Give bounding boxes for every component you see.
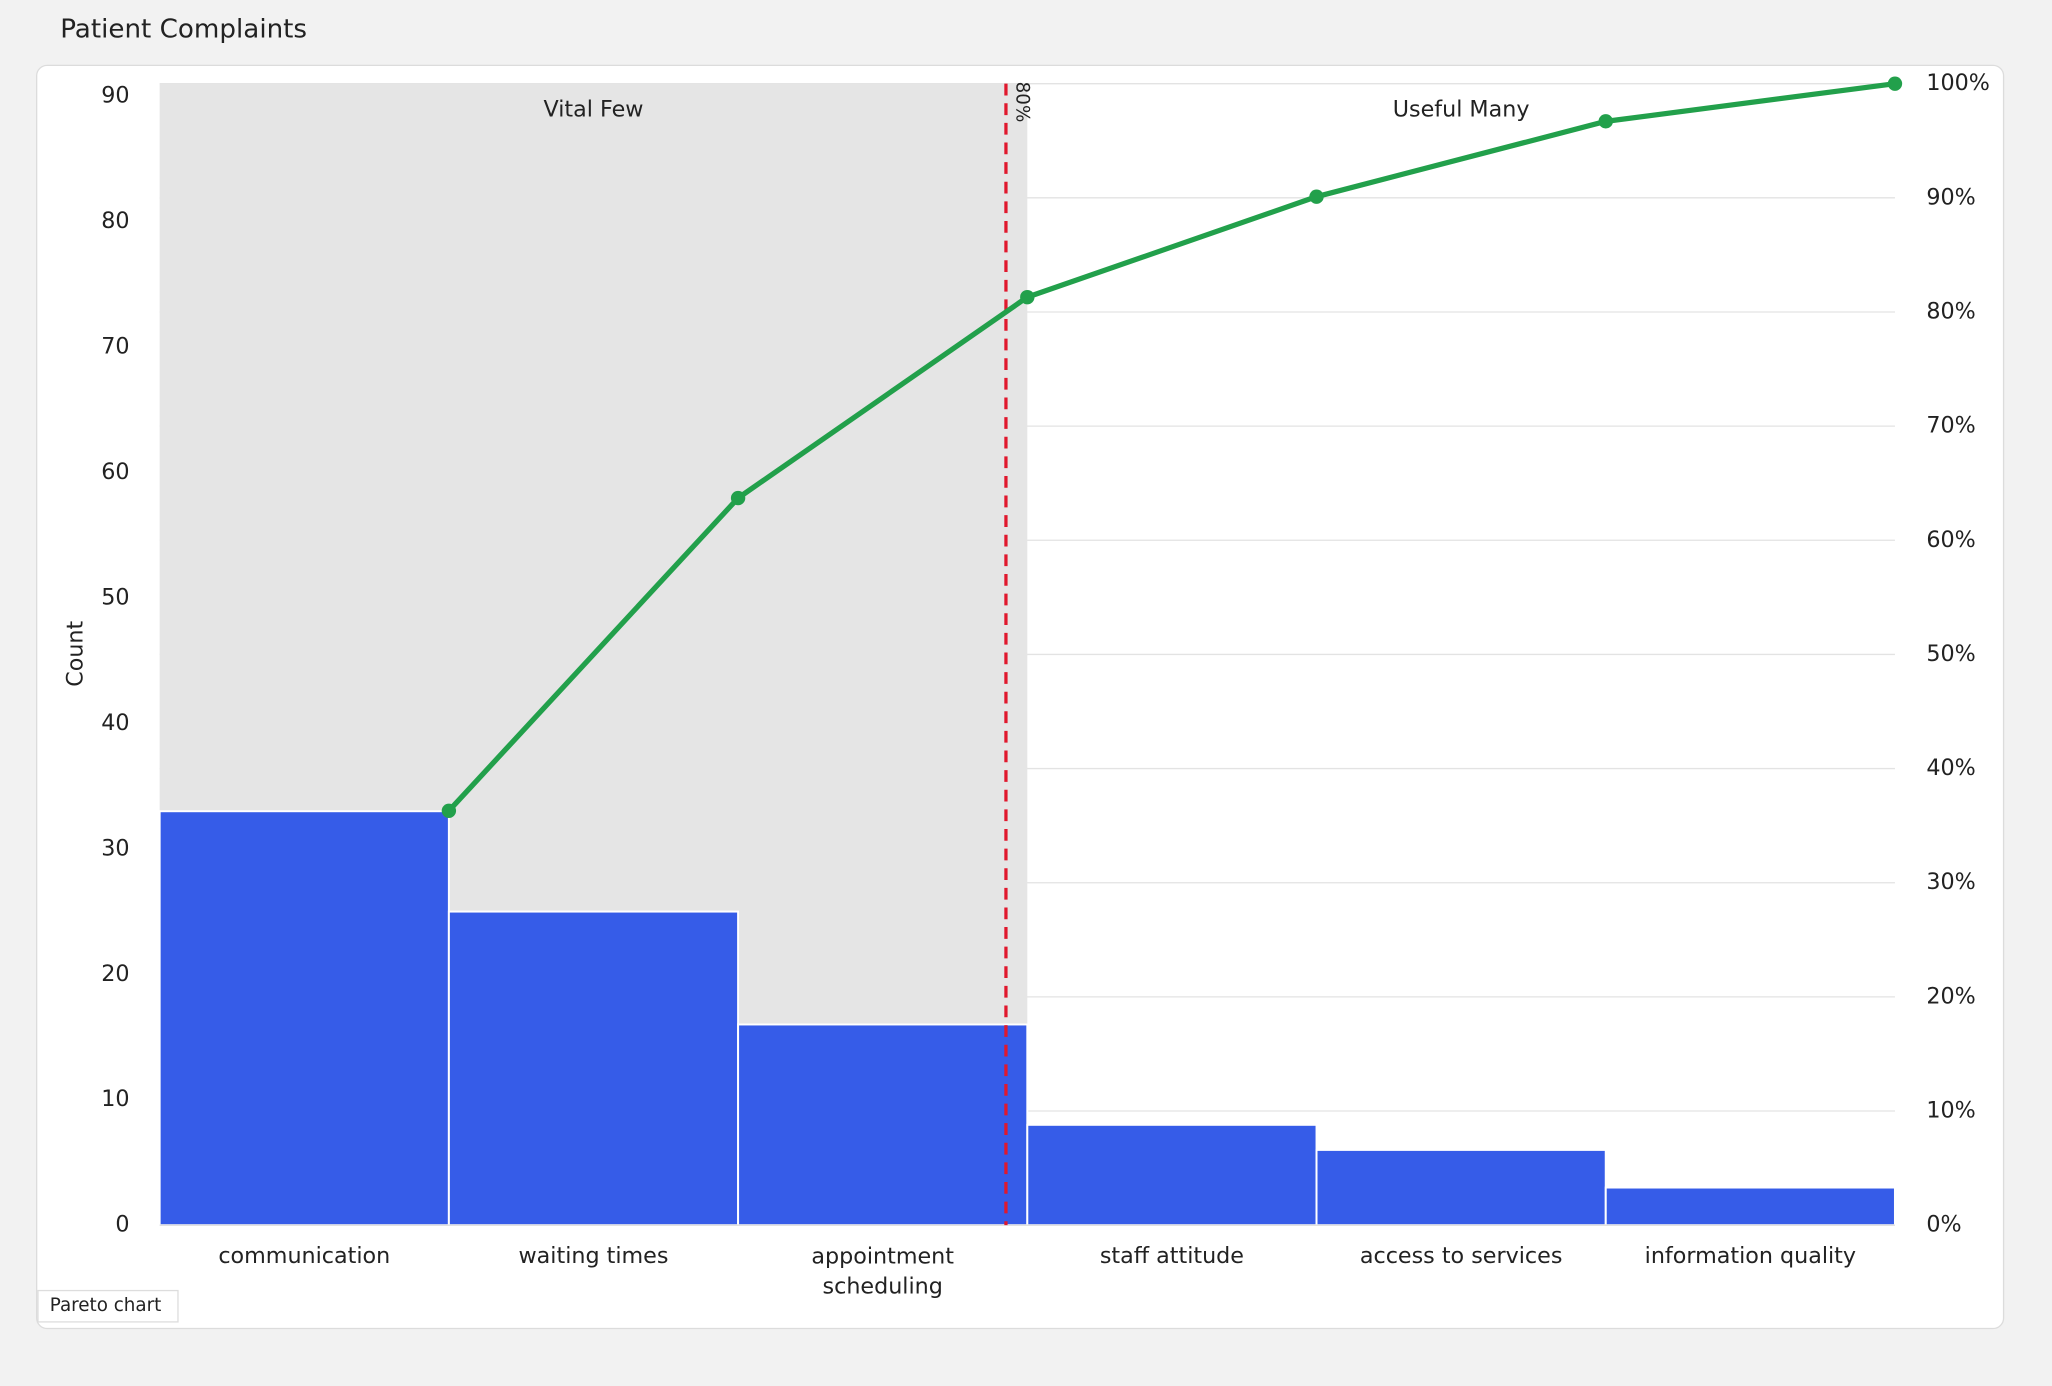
chart-title: Patient Complaints	[60, 15, 307, 45]
cumulative-point	[441, 803, 457, 819]
y2-tick-label: 80%	[1926, 298, 1975, 324]
x-tick-label: appointment scheduling	[811, 1243, 954, 1299]
bar	[1315, 1148, 1607, 1227]
cumulative-point	[730, 490, 746, 506]
y2-tick-label: 20%	[1926, 983, 1975, 1009]
x-tick-label: access to services	[1360, 1243, 1563, 1269]
y-tick-label: 90	[101, 83, 129, 109]
cumulative-point	[1020, 289, 1035, 305]
y2-tick-label: 40%	[1926, 755, 1975, 781]
cumulative-line	[446, 81, 1896, 813]
x-tick-label: information quality	[1645, 1243, 1856, 1269]
y-tick-label: 70	[101, 334, 129, 360]
y-tick-label: 0	[115, 1212, 129, 1238]
y-tick-label: 40	[101, 710, 129, 736]
legend-box	[37, 1289, 179, 1323]
bar	[158, 810, 450, 1227]
y-tick-label: 80	[101, 208, 129, 234]
y2-tick-label: 10%	[1926, 1098, 1975, 1124]
y2-tick-label: 100%	[1926, 70, 1990, 96]
y-tick-label: 10	[101, 1086, 129, 1112]
cumulative-point	[1887, 76, 1903, 91]
bar	[447, 910, 740, 1227]
plot: 0% 10% 20% 30% 40% 50% 60% 70% 80% 90% 100% Vital F…	[101, 70, 1990, 1299]
cumulative-point	[1598, 114, 1613, 129]
y2-tick-label: 60%	[1926, 527, 1975, 553]
cumulative-point	[1309, 189, 1324, 204]
threshold-label: 80%	[1012, 82, 1033, 123]
y2-tick-label: 50%	[1926, 641, 1975, 667]
y2-tick-label: 90%	[1926, 184, 1975, 210]
region-label: Useful Many	[1393, 96, 1530, 122]
bar	[737, 1023, 1029, 1227]
y2-tick-label: 0%	[1926, 1212, 1961, 1238]
x-tick-label: staff attitude	[1100, 1243, 1244, 1269]
bar	[1604, 1186, 1896, 1227]
x-tick-label: waiting times	[519, 1243, 669, 1269]
y2-tick-label: 70%	[1926, 413, 1975, 439]
legend-label: Pareto chart	[50, 1295, 162, 1316]
x-tick-label: communication	[218, 1243, 390, 1269]
y-axis-label: Count	[62, 621, 88, 687]
y-tick-label: 60	[101, 459, 129, 485]
region-label: Vital Few	[544, 96, 644, 122]
y2-tick-label: 30%	[1926, 869, 1975, 895]
y-tick-label: 30	[101, 835, 129, 861]
y-tick-label: 20	[101, 961, 129, 987]
bar	[1026, 1123, 1318, 1227]
y-tick-label: 50	[101, 584, 129, 610]
